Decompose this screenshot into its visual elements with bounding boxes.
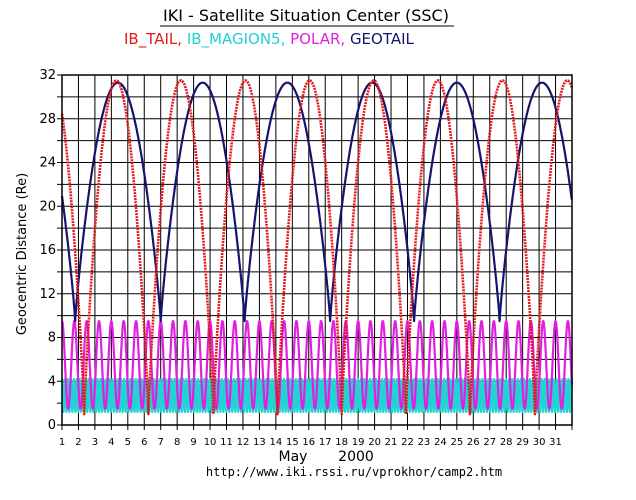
- x-tick-label: 18: [335, 437, 348, 448]
- legend-sep-1: ,: [177, 30, 187, 48]
- legend-geotail: GEOTAIL: [350, 30, 415, 48]
- footer-url: http://www.iki.rssi.ru/vprokhor/camp2.ht…: [206, 465, 502, 479]
- y-tick-label: 20: [39, 199, 56, 214]
- x-tick-label: 20: [368, 437, 381, 448]
- series-line-geotail: [60, 81, 573, 323]
- series-layer: [60, 79, 574, 416]
- x-tick-label: 17: [319, 437, 332, 448]
- legend-polar: POLAR: [290, 30, 340, 48]
- x-tick-label: 13: [253, 437, 266, 448]
- x-axis-month-label: May: [279, 449, 308, 465]
- y-tick-label: 24: [39, 156, 56, 171]
- y-tick-label: 12: [39, 287, 56, 302]
- x-tick-label: 1: [59, 437, 65, 448]
- x-tick-label: 12: [237, 437, 250, 448]
- chart-title: IKI - Satellite Situation Center (SSC): [163, 6, 449, 25]
- series-line-polar: [61, 320, 573, 410]
- x-tick-label: 6: [141, 437, 147, 448]
- x-tick-label: 22: [401, 437, 414, 448]
- x-tick-label: 27: [483, 437, 496, 448]
- x-tick-label: 15: [286, 437, 299, 448]
- x-tick-label: 3: [92, 437, 98, 448]
- y-tick-label: 28: [39, 112, 56, 127]
- y-tick-label: 16: [39, 243, 56, 258]
- chart-legend: IB_TAIL, IB_MAGION5, POLAR, GEOTAIL: [124, 30, 415, 49]
- legend-ib-tail: IB_TAIL: [124, 30, 178, 49]
- x-tick-label: 5: [125, 437, 131, 448]
- legend-sep-3: ,: [340, 30, 350, 48]
- x-tick-label: 23: [418, 437, 431, 448]
- x-tick-label: 9: [190, 437, 196, 448]
- legend-sep-2: ,: [281, 30, 291, 48]
- x-tick-label: 4: [108, 437, 114, 448]
- x-axis-year-label: 2000: [338, 449, 374, 465]
- x-tick-label: 30: [533, 437, 546, 448]
- x-tick-label: 14: [270, 437, 283, 448]
- y-tick-label: 32: [39, 68, 56, 83]
- y-tick-label: 0: [48, 418, 56, 433]
- x-tick-label: 8: [174, 437, 180, 448]
- x-tick-label: 21: [385, 437, 398, 448]
- legend-ib-magion5: IB_MAGION5: [187, 30, 281, 49]
- x-tick-label: 28: [500, 437, 513, 448]
- x-tick-label: 10: [204, 437, 217, 448]
- x-tick-label: 2: [75, 437, 81, 448]
- y-tick-label: 4: [48, 374, 56, 389]
- x-tick-label: 19: [352, 437, 365, 448]
- x-tick-label: 11: [220, 437, 233, 448]
- x-tick-label: 24: [434, 437, 447, 448]
- x-tick-label: 25: [450, 437, 463, 448]
- y-axis-label: Geocentric Distance (Re): [15, 173, 30, 335]
- x-tick-label: 16: [302, 437, 315, 448]
- y-tick-label: 8: [48, 331, 56, 346]
- x-tick-label: 7: [158, 437, 164, 448]
- x-tick-label: 29: [516, 437, 529, 448]
- x-tick-label: 26: [467, 437, 480, 448]
- x-ticks: 1 2 3 4 5 6 7 8 9 10 11 12 13 14 15 16 17 18 19 20 21 22 23 24 2…: [59, 425, 573, 448]
- x-tick-label: 31: [549, 437, 562, 448]
- y-ticks: 0 4 8 12 16 20 24 28 32: [39, 68, 62, 433]
